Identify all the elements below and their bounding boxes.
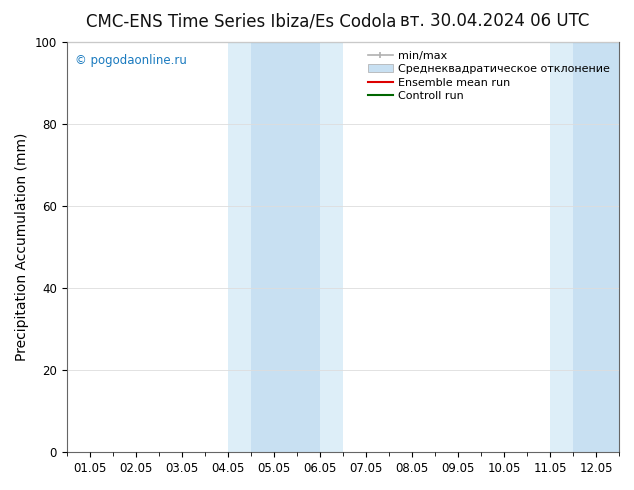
Bar — [550, 42, 634, 452]
Text: © pogodaonline.ru: © pogodaonline.ru — [75, 54, 186, 67]
Text: CMC-ENS Time Series Ibiza/Es Codola: CMC-ENS Time Series Ibiza/Es Codola — [86, 12, 396, 30]
Bar — [250, 42, 320, 452]
Bar — [573, 42, 619, 452]
Bar — [228, 42, 343, 452]
Legend: min/max, Среднеквадратическое отклонение, Ensemble mean run, Controll run: min/max, Среднеквадратическое отклонение… — [365, 48, 614, 104]
Y-axis label: Precipitation Accumulation (mm): Precipitation Accumulation (mm) — [15, 133, 29, 361]
Text: вт. 30.04.2024 06 UTC: вт. 30.04.2024 06 UTC — [400, 12, 589, 30]
